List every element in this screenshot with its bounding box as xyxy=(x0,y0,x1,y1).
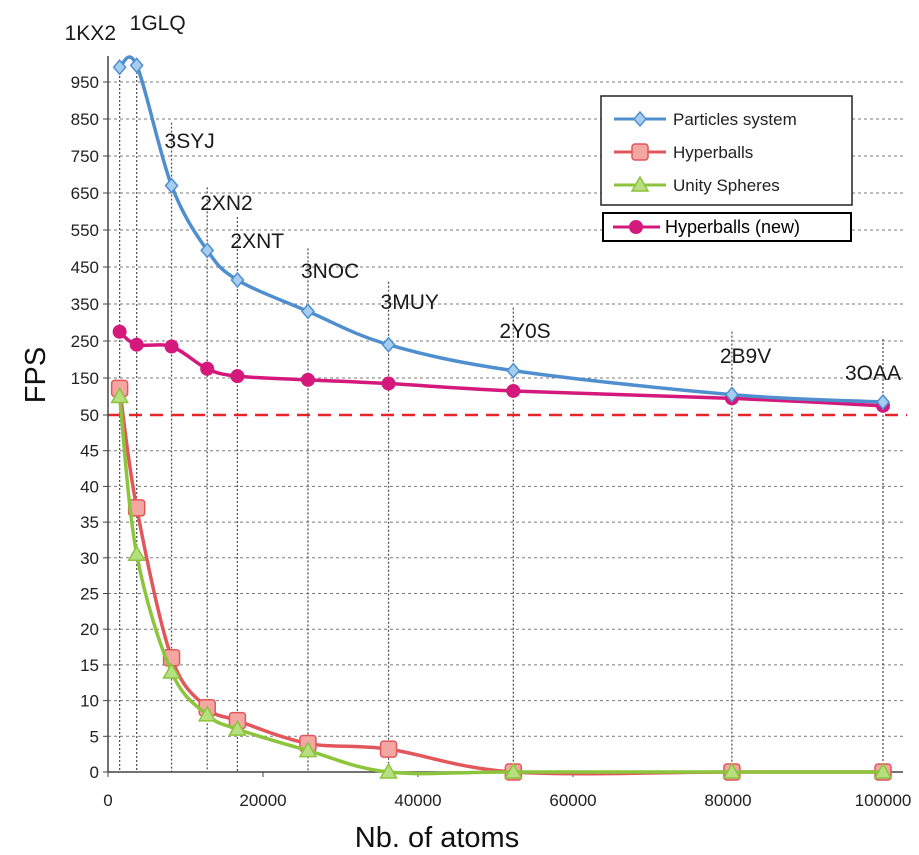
structure-annotations: 1KX2 1GLQ 3SYJ 2XN2 2XNT 3NOC 3MUY 2Y0S 2B9V 3OAA xyxy=(65,12,901,385)
data-point xyxy=(164,339,179,354)
legend-label: Hyperballs xyxy=(673,143,753,162)
data-point xyxy=(127,544,146,561)
y-tick-label: 5 xyxy=(90,727,99,746)
y-tick-label: 650 xyxy=(71,184,99,203)
y-tick-label: 10 xyxy=(80,692,99,711)
x-tick-label: 0 xyxy=(103,791,112,810)
structure-label: 3MUY xyxy=(381,291,439,314)
x-tick-labels: 0 20000 40000 60000 80000 100000 xyxy=(103,791,911,810)
y-tick-label: 750 xyxy=(71,147,99,166)
data-point xyxy=(506,383,521,398)
structure-label: 3OAA xyxy=(845,362,901,385)
data-point xyxy=(300,303,315,320)
data-point xyxy=(200,242,215,259)
x-tick-label: 40000 xyxy=(394,791,441,810)
data-point xyxy=(504,762,523,779)
x-tick-label: 20000 xyxy=(239,791,286,810)
data-point xyxy=(200,361,215,376)
y-tick-label: 15 xyxy=(80,656,99,675)
data-point xyxy=(381,336,396,353)
data-point xyxy=(876,393,890,411)
x-tick-label: 100000 xyxy=(855,791,912,810)
legend-marker xyxy=(633,110,647,128)
data-point xyxy=(722,762,742,779)
series-layer xyxy=(110,55,893,781)
x-axis-label: Nb. of atoms xyxy=(355,822,519,854)
structure-label: 1GLQ xyxy=(130,12,186,35)
data-point xyxy=(379,762,398,779)
legend-marker xyxy=(631,143,649,161)
data-point xyxy=(230,369,245,384)
data-point xyxy=(506,362,521,379)
legend-marker xyxy=(630,175,650,192)
data-point xyxy=(230,271,245,289)
data-point xyxy=(228,719,247,736)
y-tick-label: 450 xyxy=(71,258,99,277)
y-tick-label: 25 xyxy=(80,585,99,604)
structure-label: 3NOC xyxy=(301,260,359,283)
data-point xyxy=(129,337,144,352)
data-point xyxy=(381,376,396,391)
legend-label: Particles system xyxy=(673,110,797,129)
structure-label: 3SYJ xyxy=(165,130,215,153)
structure-label: 2XNT xyxy=(230,230,284,253)
y-tick-label: 950 xyxy=(71,73,99,92)
data-point xyxy=(112,324,127,339)
y-tick-label: 550 xyxy=(71,221,99,240)
structure-label: 2XN2 xyxy=(200,192,253,215)
y-axis-label: FPS xyxy=(20,347,52,403)
data-point xyxy=(162,662,181,679)
legend-marker xyxy=(629,220,643,234)
legend-label: Hyperballs (new) xyxy=(665,217,800,237)
structure-label: 1KX2 xyxy=(65,22,116,45)
y-tick-label: 40 xyxy=(80,477,99,496)
data-point xyxy=(197,705,217,722)
data-point xyxy=(110,386,129,404)
data-point xyxy=(873,762,893,779)
structure-label: 2B9V xyxy=(720,345,771,368)
y-tick-label: 30 xyxy=(80,549,99,568)
data-point xyxy=(164,177,179,194)
structure-label: 2Y0S xyxy=(499,320,550,343)
data-point xyxy=(298,741,318,758)
y-tick-label: 0 xyxy=(90,763,99,782)
y-tick-label: 35 xyxy=(80,513,99,532)
legend-label: Unity Spheres xyxy=(673,176,780,195)
y-tick-label: 250 xyxy=(71,332,99,351)
y-tick-label: 50 xyxy=(80,406,99,425)
y-tick-label: 150 xyxy=(71,369,99,388)
data-point xyxy=(300,372,315,387)
x-tick-label: 60000 xyxy=(549,791,596,810)
data-point xyxy=(129,57,144,74)
y-tick-label: 350 xyxy=(71,295,99,314)
y-tick-labels: 0 5 10 15 20 25 30 35 40 45 50 150 250 350 450 550 650 75… xyxy=(71,73,99,782)
y-tick-label: 850 xyxy=(71,110,99,129)
data-point xyxy=(112,59,127,76)
data-point xyxy=(724,386,739,403)
x-tick-label: 80000 xyxy=(704,791,751,810)
y-tick-label: 20 xyxy=(80,620,99,639)
y-tick-label: 45 xyxy=(80,442,99,461)
data-point xyxy=(379,740,398,758)
